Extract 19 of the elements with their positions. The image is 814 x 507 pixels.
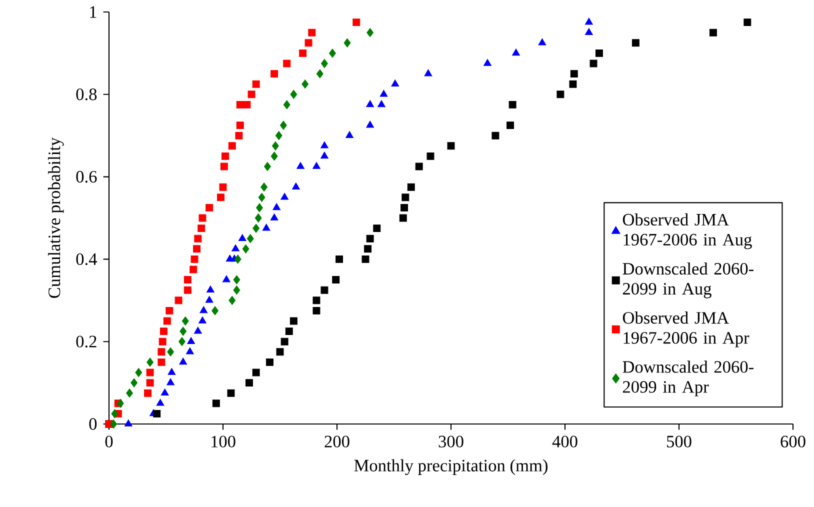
x-tick-label: 300 [438, 436, 464, 448]
x-tick-label: 100 [212, 436, 236, 448]
y-tick-label: 0.4 [76, 253, 98, 266]
x-axis-title: Monthly precipitation (mm) [354, 459, 548, 476]
y-tick-label: 1 [90, 6, 96, 18]
y-tick-label: 0.2 [76, 336, 96, 348]
y-tick-label: 0.8 [76, 88, 97, 100]
x-tick-label: 400 [552, 436, 578, 448]
legend-label: Observed JMA 1967-2006 in Apr [622, 312, 750, 348]
x-tick-label: 0 [105, 436, 113, 448]
y-tick-label: 0.6 [76, 170, 97, 183]
x-tick-label: 500 [667, 436, 692, 448]
y-axis-title: Cumulative probability [48, 137, 64, 298]
x-tick-label: 600 [780, 436, 806, 448]
legend-label: Downscaled 2060-2099 in Apr [622, 360, 754, 396]
legend-label: Downscaled 2060-2099 in Aug [622, 262, 754, 298]
legend-label: Observed JMA 1967-2006 in Aug [622, 213, 752, 250]
y-tick-label: 0 [89, 418, 97, 430]
x-tick-label: 200 [324, 436, 350, 448]
